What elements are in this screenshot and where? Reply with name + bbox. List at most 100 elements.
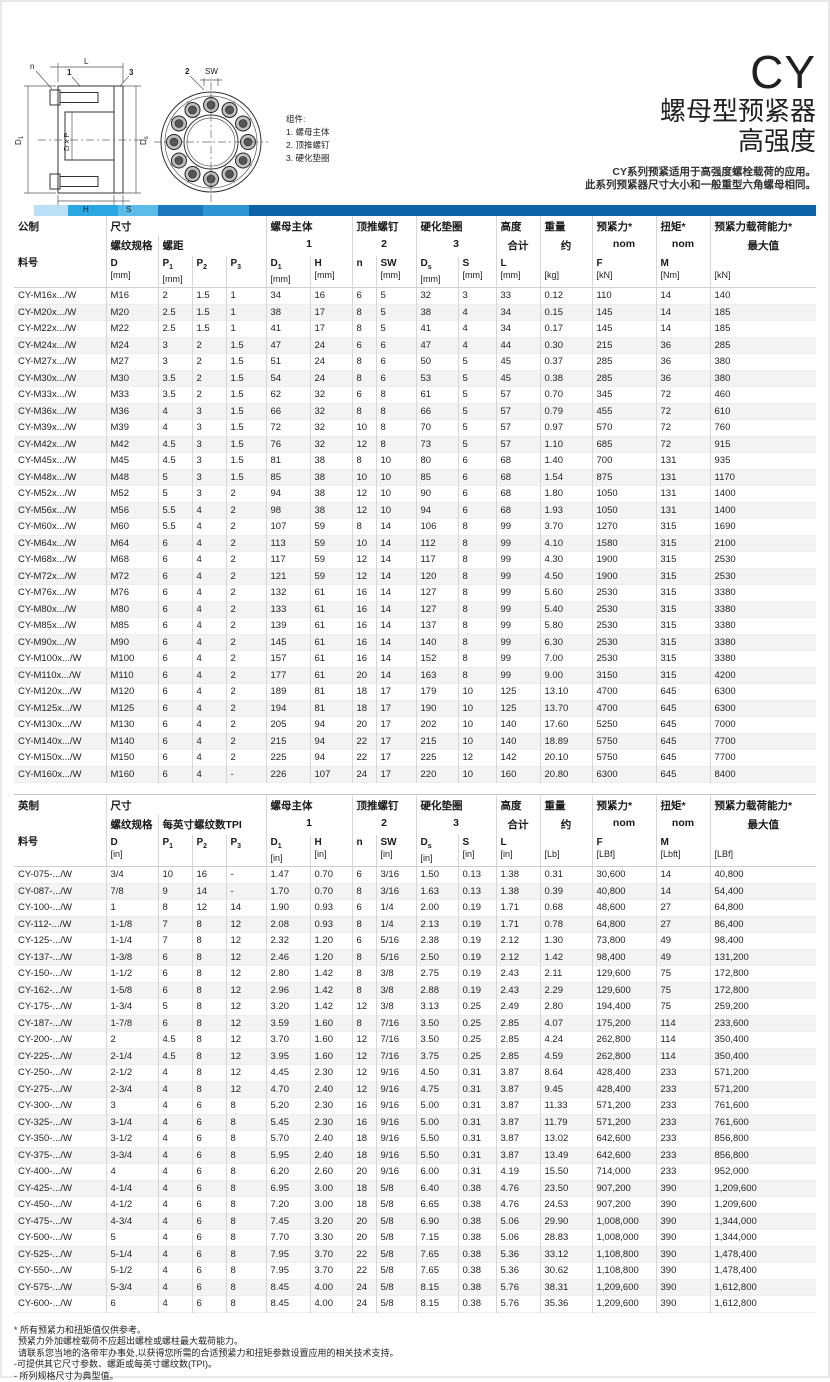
data-cell: 0.38 (458, 1197, 496, 1214)
data-cell: 33 (496, 288, 540, 305)
data-cell: 0.31 (458, 1081, 496, 1098)
data-cell: 1900 (592, 552, 656, 569)
data-cell: - (226, 883, 266, 900)
data-cell: 4.5 (158, 453, 192, 470)
data-cell: 81 (310, 684, 352, 701)
column-header: P1 (158, 835, 192, 867)
data-cell: 12 (226, 1032, 266, 1049)
part-number-cell: CY-200-.../W (14, 1032, 106, 1049)
column-group-header: 公制 (14, 216, 106, 235)
data-cell: 2.60 (310, 1164, 352, 1181)
data-cell: 12 (226, 1015, 266, 1032)
dim-label-sw: SW (205, 67, 218, 76)
column-subgroup-header: 3 (416, 235, 496, 256)
data-cell: 3.70 (310, 1263, 352, 1280)
data-cell: 6 (192, 1164, 226, 1181)
data-cell: 1900 (592, 568, 656, 585)
data-cell: 233 (656, 1114, 710, 1131)
data-cell: 5.40 (540, 601, 592, 618)
data-cell: 16 (352, 585, 376, 602)
column-header: M[Lbft] (656, 835, 710, 867)
data-cell: 99 (496, 601, 540, 618)
data-cell: 350,400 (710, 1032, 816, 1049)
data-cell: 9/16 (376, 1065, 416, 1082)
data-cell: 1050 (592, 486, 656, 503)
data-cell: 12 (352, 552, 376, 569)
data-cell: 645 (656, 750, 710, 767)
data-cell: 0.25 (458, 1015, 496, 1032)
part-number-cell: CY-225-.../W (14, 1048, 106, 1065)
column-subgroup-header: 2 (352, 814, 416, 835)
column-subgroup-header: nom (592, 814, 656, 835)
data-cell: 2 (226, 535, 266, 552)
data-cell: 1.71 (496, 900, 540, 917)
data-cell: 61 (310, 667, 352, 684)
data-cell: 72 (656, 420, 710, 437)
data-cell: 8.15 (416, 1279, 458, 1296)
data-cell: 16 (352, 1098, 376, 1115)
part-number-cell: CY-M110x.../W (14, 667, 106, 684)
data-cell: 3.00 (310, 1180, 352, 1197)
data-cell: 9/16 (376, 1098, 416, 1115)
data-cell: 2.5 (158, 321, 192, 338)
part-number-cell: CY-M36x.../W (14, 403, 106, 420)
data-cell: 315 (656, 618, 710, 635)
data-cell: 140 (496, 717, 540, 734)
metric-spec-table: 公制尺寸螺母主体顶推螺钉硬化垫圈高度重量预紧力*扭矩*预紧力载荷能力*螺纹规格螺… (14, 216, 816, 783)
data-cell: 5.06 (496, 1230, 540, 1247)
data-cell: 99 (496, 667, 540, 684)
data-cell: 1.5 (226, 354, 266, 371)
data-cell: 4.70 (266, 1081, 310, 1098)
data-cell: 8.45 (266, 1279, 310, 1296)
column-header: n (352, 835, 376, 867)
data-cell: 1,612,800 (710, 1279, 816, 1296)
data-cell: 685 (592, 436, 656, 453)
part-number-cell: CY-M80x.../W (14, 601, 106, 618)
data-cell: 139 (266, 618, 310, 635)
data-cell: 2.30 (310, 1114, 352, 1131)
callout-3: 3 (129, 68, 134, 77)
data-cell: 3.59 (266, 1015, 310, 1032)
data-cell: M56 (106, 502, 158, 519)
data-cell: 2 (226, 717, 266, 734)
data-cell: 4.5 (158, 1048, 192, 1065)
data-cell: 10 (376, 502, 416, 519)
data-cell: 13.49 (540, 1147, 592, 1164)
data-cell: 6 (376, 337, 416, 354)
data-cell: M110 (106, 667, 158, 684)
data-cell: 127 (416, 601, 458, 618)
column-header: H[in] (310, 835, 352, 867)
data-cell: 99 (496, 568, 540, 585)
data-cell: 3.87 (496, 1147, 540, 1164)
data-cell: 5 (458, 354, 496, 371)
data-cell: M22 (106, 321, 158, 338)
column-subgroup-header: 螺纹规格 (106, 814, 158, 835)
data-cell: 5.36 (496, 1246, 540, 1263)
data-cell: 68 (496, 469, 540, 486)
data-cell: 856,800 (710, 1131, 816, 1148)
part-number-cell: CY-087-.../W (14, 883, 106, 900)
data-cell: 4-1/4 (106, 1180, 158, 1197)
data-cell: 51 (266, 354, 310, 371)
data-cell: 152 (416, 651, 458, 668)
data-cell: 6 (158, 700, 192, 717)
data-cell: 1.63 (416, 883, 458, 900)
data-cell: 2.49 (496, 999, 540, 1016)
data-cell: 1.60 (310, 1015, 352, 1032)
data-cell: 99 (496, 552, 540, 569)
data-cell: 390 (656, 1296, 710, 1313)
data-cell: 125 (496, 684, 540, 701)
data-cell: 1.30 (540, 933, 592, 950)
data-cell: 4 (158, 1197, 192, 1214)
data-cell: 113 (266, 535, 310, 552)
data-cell: 3 (192, 486, 226, 503)
data-cell: 1.20 (310, 949, 352, 966)
data-cell: 90 (416, 486, 458, 503)
